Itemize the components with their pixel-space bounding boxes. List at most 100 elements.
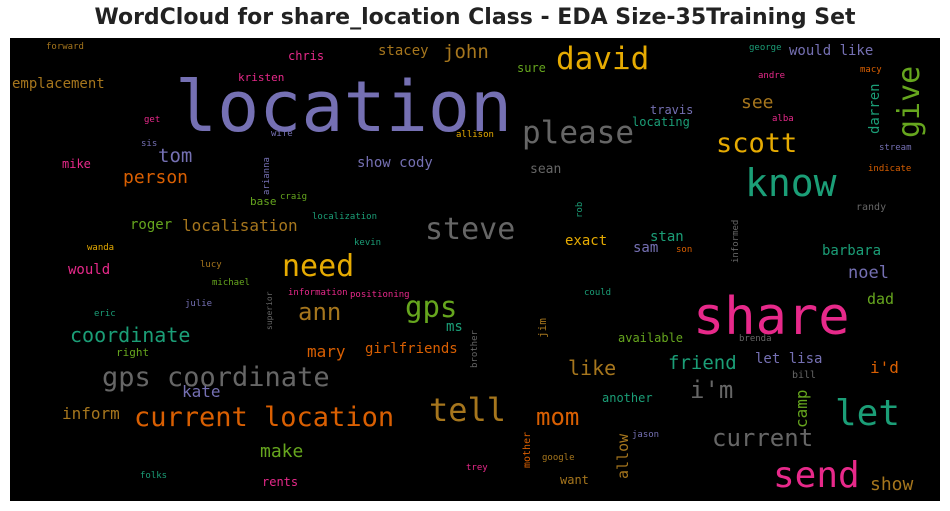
word-indicate: indicate <box>868 164 912 174</box>
word-base: base <box>250 195 277 208</box>
word-im: i'm <box>690 376 734 404</box>
word-alba: alba <box>772 114 794 124</box>
word-ann: ann <box>298 298 342 326</box>
word-allison: allison <box>456 130 494 140</box>
word-know: know <box>745 161 837 205</box>
word-jim: jim <box>536 318 549 338</box>
word-julie: julie <box>185 299 213 309</box>
word-bill: bill <box>792 370 817 381</box>
word-friend: friend <box>668 352 737 374</box>
word-michael: michael <box>212 278 250 288</box>
word-kate: kate <box>182 382 221 401</box>
word-need: need <box>282 249 355 284</box>
word-want: want <box>560 473 589 487</box>
word-inform: inform <box>62 404 120 423</box>
word-eric: eric <box>94 309 116 319</box>
word-please: please <box>522 115 634 151</box>
word-another: another <box>602 391 653 405</box>
word-informed: informed <box>731 219 741 263</box>
word-see: see <box>741 92 774 113</box>
word-let-lisa: let lisa <box>755 351 823 367</box>
word-tell: tell <box>429 391 507 429</box>
word-localisation: localisation <box>182 216 298 235</box>
word-available: available <box>618 331 684 345</box>
word-brenda: brenda <box>739 334 772 344</box>
word-travis: travis <box>650 103 694 117</box>
word-folks: folks <box>140 471 168 481</box>
word-randy: randy <box>856 202 887 213</box>
word-brother: brother <box>470 330 480 368</box>
word-sean: sean <box>530 162 562 177</box>
word-sure: sure <box>517 61 546 75</box>
word-location: location <box>175 66 513 148</box>
word-would: would <box>68 262 111 278</box>
word-positioning: positioning <box>350 290 410 300</box>
word-current-location: current location <box>134 402 395 433</box>
word-noel: noel <box>848 263 889 283</box>
word-sam: sam <box>633 240 659 256</box>
word-emplacement: emplacement <box>12 76 105 92</box>
word-would-like: would like <box>789 43 874 59</box>
word-trey: trey <box>466 463 488 473</box>
chart-title: WordCloud for share_location Class - EDA… <box>94 5 856 30</box>
word-rob: rob <box>575 201 585 218</box>
word-tom: tom <box>158 145 193 167</box>
word-share: share <box>693 287 850 347</box>
word-dad: dad <box>867 290 895 308</box>
word-roger: roger <box>130 217 173 233</box>
word-forward: forward <box>46 42 84 52</box>
word-george: george <box>749 43 782 53</box>
word-jason: jason <box>632 430 660 440</box>
word-superior: superior <box>265 291 274 330</box>
word-like: like <box>568 356 617 380</box>
word-gps-coordinate: gps coordinate <box>102 362 330 393</box>
word-mike: mike <box>62 157 91 171</box>
word-current: current <box>712 424 814 452</box>
word-girlfriends: girlfriends <box>365 341 458 357</box>
word-son: son <box>676 245 693 255</box>
word-darren: darren <box>867 83 883 134</box>
word-show: show <box>870 474 914 495</box>
word-stream: stream <box>879 143 912 153</box>
word-right: right <box>116 346 150 359</box>
word-barbara: barbara <box>822 243 882 259</box>
word-person: person <box>123 167 189 188</box>
word-david: david <box>556 41 650 77</box>
word-give: give <box>892 65 927 138</box>
word-wife: wife <box>271 129 293 139</box>
word-kevin: kevin <box>354 238 382 248</box>
word-rents: rents <box>262 475 299 489</box>
word-localization: localization <box>312 212 378 222</box>
word-show-cody: show cody <box>357 155 433 171</box>
word-kristen: kristen <box>238 71 285 84</box>
word-arianna: arianna <box>262 157 272 195</box>
word-craig: craig <box>280 192 308 202</box>
word-could: could <box>584 288 612 298</box>
word-lucy: lucy <box>200 260 222 270</box>
word-andre: andre <box>758 71 786 81</box>
word-google: google <box>542 453 575 463</box>
word-john: john <box>443 41 489 63</box>
word-cloud-canvas: location share know send please current … <box>10 38 940 501</box>
word-locating: locating <box>632 115 690 129</box>
word-steve: steve <box>425 212 516 247</box>
word-gps: gps <box>405 290 458 324</box>
word-coordinate: coordinate <box>70 323 191 347</box>
word-get: get <box>144 115 161 125</box>
word-scott: scott <box>716 128 798 159</box>
word-wanda: wanda <box>87 243 115 253</box>
word-mary: mary <box>307 342 346 361</box>
word-information: information <box>288 288 348 298</box>
word-let: let <box>835 393 901 434</box>
word-exact: exact <box>565 233 608 249</box>
word-ms: ms <box>446 319 463 335</box>
word-chris: chris <box>288 49 325 63</box>
word-stacey: stacey <box>378 43 429 59</box>
word-sis: sis <box>141 139 158 149</box>
word-id: i'd <box>870 358 899 377</box>
word-allow: allow <box>614 433 632 479</box>
word-stan: stan <box>650 229 684 245</box>
word-macy: macy <box>860 65 882 75</box>
word-send: send <box>773 455 860 496</box>
word-mom: mom <box>536 403 580 431</box>
